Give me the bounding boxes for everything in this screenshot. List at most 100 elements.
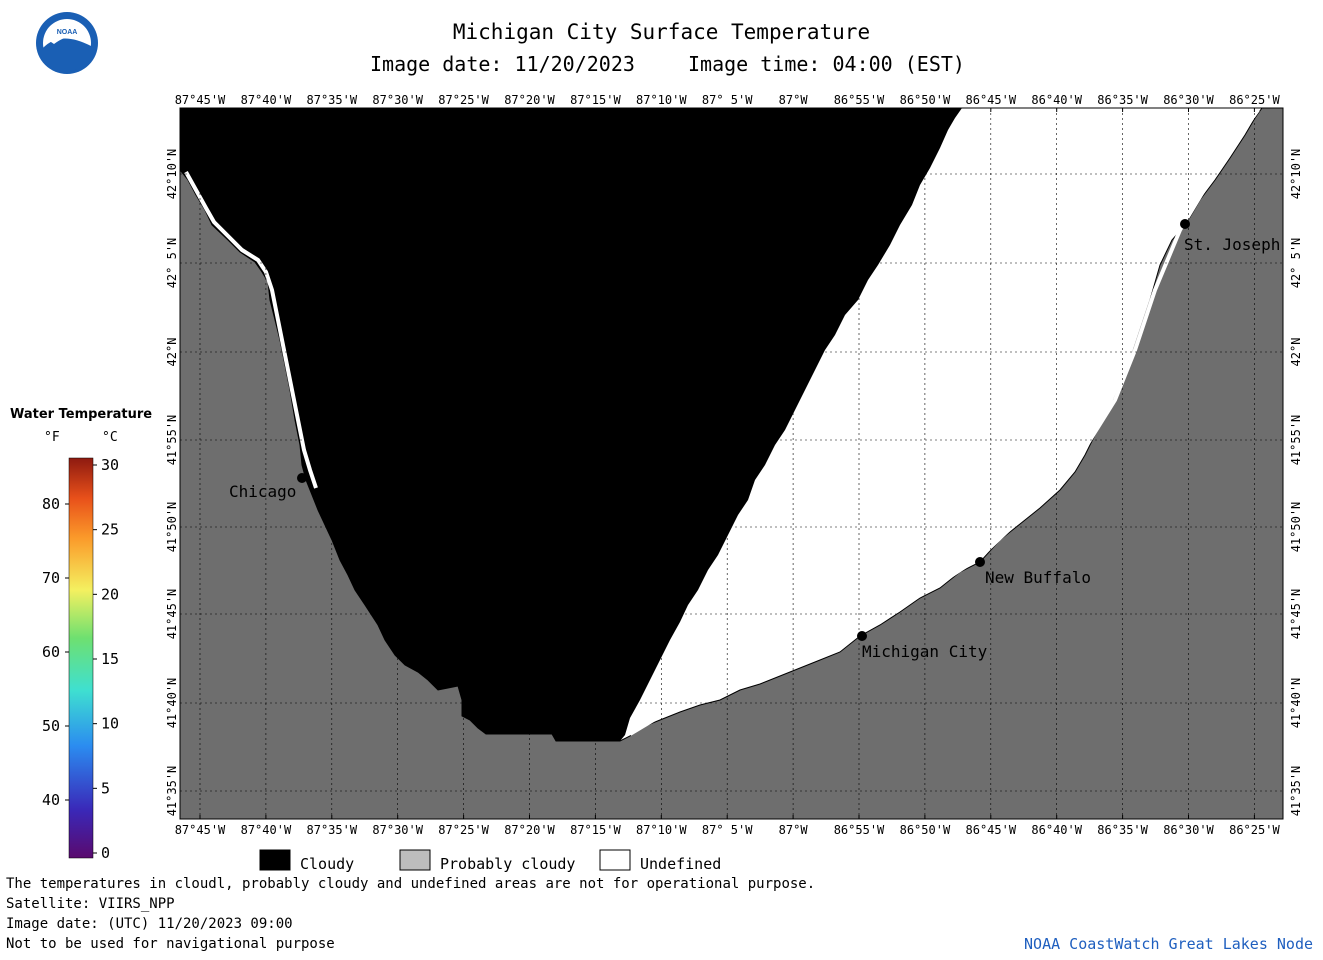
longitude-label: 87°40'W	[241, 93, 292, 107]
latitude-label: 42° 5'N	[165, 238, 179, 289]
temperature-colorbar	[68, 457, 94, 859]
place-markers: Chicago St. Joseph New Buffalo Michigan Cit…	[229, 219, 1280, 661]
longitude-label: 86°35'W	[1097, 93, 1148, 107]
longitude-label: 86°40'W	[1031, 93, 1082, 107]
longitude-label: 86°45'W	[966, 823, 1017, 837]
place-dot	[297, 473, 307, 483]
place-dot	[1180, 219, 1190, 229]
latitude-labels-right: 42°10'N 42° 5'N 42°N 41°55'N 41°50'N 41°45'N 4…	[1289, 149, 1303, 817]
latitude-label: 41°55'N	[165, 415, 179, 466]
fahrenheit-tick: 60	[42, 643, 60, 661]
place-label: St. Joseph	[1184, 235, 1280, 254]
longitude-label: 87° 5'W	[702, 93, 753, 107]
latitude-label: 41°35'N	[1289, 766, 1303, 817]
longitude-label: 87° 5'W	[702, 823, 753, 837]
longitude-label: 86°55'W	[834, 823, 885, 837]
longitude-labels-bottom: 87°45'W 87°40'W 87°35'W 87°30'W 87°25'W 87°20…	[175, 815, 1280, 837]
latitude-label: 41°40'N	[1289, 678, 1303, 729]
longitude-label: 87°30'W	[372, 93, 423, 107]
fahrenheit-tick: 50	[42, 717, 60, 735]
legend-swatch-undefined	[599, 849, 631, 871]
legend-swatch-cloudy	[259, 849, 291, 871]
longitude-label: 87°35'W	[307, 823, 358, 837]
longitude-label: 87°20'W	[504, 823, 555, 837]
longitude-label: 86°45'W	[966, 93, 1017, 107]
fahrenheit-tick: 40	[42, 791, 60, 809]
place-dot	[975, 557, 985, 567]
latitude-label: 41°35'N	[165, 766, 179, 817]
latitude-label: 41°45'N	[165, 589, 179, 640]
cloudy-region	[180, 108, 962, 741]
latitude-label: 41°50'N	[1289, 502, 1303, 553]
footer-utc-date: Image date: (UTC) 11/20/2023 09:00	[6, 916, 293, 932]
place-dot	[857, 631, 867, 641]
latitude-label: 41°50'N	[165, 502, 179, 553]
legend-swatch-probably-cloudy	[399, 849, 431, 871]
celsius-tick: 30	[101, 456, 119, 474]
celsius-tick: 20	[101, 585, 119, 603]
longitude-label: 87°15'W	[570, 823, 621, 837]
longitude-label: 86°55'W	[834, 93, 885, 107]
footer-nav-warning: Not to be used for navigational purpose	[6, 936, 335, 952]
longitude-label: 86°30'W	[1163, 823, 1214, 837]
longitude-label: 86°40'W	[1031, 823, 1082, 837]
latitude-label: 42°N	[1289, 338, 1303, 367]
unit-celsius: °C	[102, 430, 118, 445]
longitude-label: 87°10'W	[636, 93, 687, 107]
longitude-label: 87°10'W	[636, 823, 687, 837]
longitude-label: 86°50'W	[900, 93, 951, 107]
latitude-label: 42°10'N	[165, 149, 179, 200]
longitude-label: 86°35'W	[1097, 823, 1148, 837]
place-label: Chicago	[229, 482, 296, 501]
map-frame	[179, 107, 1284, 820]
svg-text:NOAA: NOAA	[57, 29, 78, 36]
fahrenheit-tick: 80	[42, 495, 60, 513]
latitude-label: 42°N	[165, 338, 179, 367]
longitude-label: 86°50'W	[900, 823, 951, 837]
unit-fahrenheit: °F	[44, 430, 60, 445]
longitude-label: 87°45'W	[175, 823, 226, 837]
legend-label-undefined: Undefined	[640, 855, 722, 873]
map-area	[179, 107, 1284, 820]
celsius-tick: 5	[101, 779, 110, 797]
longitude-label: 86°25'W	[1229, 823, 1280, 837]
celsius-tick: 10	[101, 715, 119, 733]
latitude-labels-left: 42°10'N 42° 5'N 42°N 41°55'N 41°50'N 41°45'N 4…	[165, 149, 179, 817]
legend-label-cloudy: Cloudy	[300, 855, 355, 873]
longitude-label: 87°W	[779, 823, 809, 837]
latitude-label: 41°45'N	[1289, 589, 1303, 640]
noaa-logo: NOAA	[36, 12, 98, 74]
place-label: New Buffalo	[985, 568, 1091, 587]
fahrenheit-tick: 70	[42, 569, 60, 587]
graticule	[180, 108, 1283, 819]
celsius-tick: 0	[101, 844, 110, 862]
longitude-label: 87°25'W	[438, 93, 489, 107]
map-title: Michigan City Surface Temperature	[452, 20, 871, 44]
legend-label-probably-cloudy: Probably cloudy	[440, 855, 576, 873]
footer-note: The temperatures in cloudl, probably clo…	[6, 876, 816, 892]
latitude-label: 42° 5'N	[1289, 238, 1303, 289]
celsius-tick: 15	[101, 650, 119, 668]
colorbar-title: Water Temperature	[10, 407, 153, 422]
image-date: Image date: 11/20/2023	[370, 52, 635, 76]
longitude-label: 86°30'W	[1163, 93, 1214, 107]
longitude-label: 86°25'W	[1229, 93, 1280, 107]
longitude-label: 87°20'W	[504, 93, 555, 107]
latitude-label: 41°40'N	[165, 678, 179, 729]
longitude-label: 87°25'W	[438, 823, 489, 837]
place-label: Michigan City	[862, 642, 988, 661]
longitude-label: 87°40'W	[241, 823, 292, 837]
image-time: Image time: 04:00 (EST)	[688, 52, 965, 76]
footer-satellite: Satellite: VIIRS_NPP	[6, 896, 175, 912]
latitude-label: 42°10'N	[1289, 149, 1303, 200]
longitude-label: 87°35'W	[307, 93, 358, 107]
longitude-label: 87°15'W	[570, 93, 621, 107]
footer-node-link[interactable]: NOAA CoastWatch Great Lakes Node	[1024, 935, 1313, 953]
longitude-labels-top: 87°45'W 87°40'W 87°35'W 87°30'W 87°25'W 87°20…	[175, 93, 1280, 112]
longitude-label: 87°W	[779, 93, 809, 107]
longitude-label: 87°45'W	[175, 93, 226, 107]
celsius-tick: 25	[101, 521, 119, 539]
longitude-label: 87°30'W	[372, 823, 423, 837]
